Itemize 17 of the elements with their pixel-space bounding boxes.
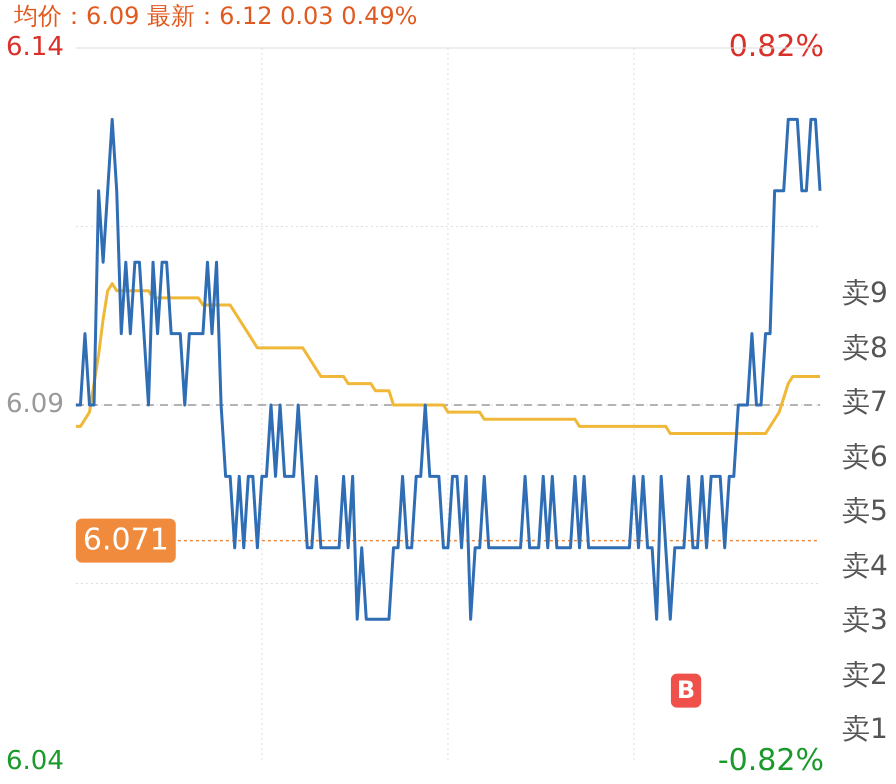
y-tick-label: 6.04 bbox=[6, 746, 64, 776]
text: 卖8 bbox=[842, 330, 889, 366]
y2-tick-label: -0.82% bbox=[718, 742, 824, 778]
y-tick-label: 6.14 bbox=[6, 32, 64, 62]
chart-title: 均价：6.09 最新：6.12 0.03 0.49% bbox=[14, 1, 418, 32]
text: 卖7 bbox=[842, 384, 889, 420]
text: 卖2 bbox=[842, 656, 889, 692]
ref-line-label: 6.071 bbox=[82, 522, 169, 558]
annotation: B bbox=[676, 676, 696, 704]
text: 卖9 bbox=[842, 275, 889, 311]
text: 卖5 bbox=[842, 493, 889, 529]
text: 卖6 bbox=[842, 438, 889, 474]
text: 卖4 bbox=[842, 548, 889, 584]
text: 卖3 bbox=[842, 602, 889, 638]
y2-tick-label: 0.82% bbox=[728, 28, 824, 64]
text: 卖1 bbox=[842, 711, 889, 747]
y-tick-label: 6.09 bbox=[6, 388, 64, 419]
